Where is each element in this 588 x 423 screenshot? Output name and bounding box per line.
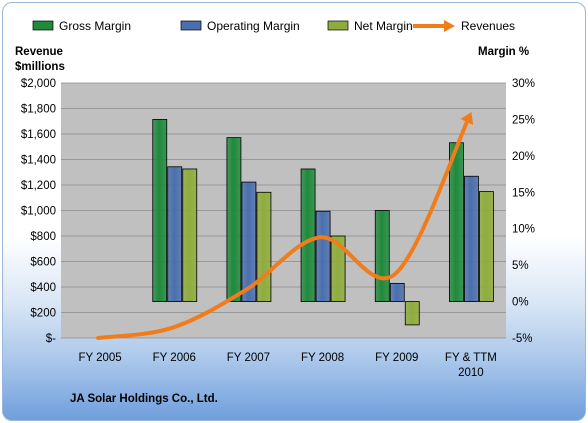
bar-gross-margin	[226, 137, 242, 302]
legend-swatch-net-margin	[327, 20, 349, 31]
gridlines	[61, 82, 506, 339]
right-tick-label: 0%	[512, 297, 529, 309]
right-tick-label: 5%	[512, 260, 529, 272]
right-tick-label: -5%	[512, 333, 532, 345]
revenues-arrowhead	[460, 112, 474, 125]
left-tick-label: $-	[46, 333, 56, 345]
bar-operating-margin	[241, 181, 257, 302]
right-tick-label: 25%	[512, 114, 535, 126]
revenues-line	[96, 115, 471, 340]
bar-operating-margin	[464, 175, 479, 302]
legend-label-revenues: Revenues	[461, 19, 515, 33]
bar-net-margin	[479, 191, 494, 302]
bar-gross-margin	[374, 210, 390, 302]
bar-net-margin	[182, 168, 198, 302]
category-label: FY & TTM	[445, 352, 497, 364]
legend-label-operating-margin: Operating Margin	[207, 19, 300, 33]
left-axis-title-line1: Revenue	[15, 46, 63, 58]
bar-net-margin	[256, 191, 272, 302]
left-tick-label: $600	[30, 257, 56, 269]
right-tick-label: 10%	[512, 224, 535, 236]
left-tick-label: $1,200	[21, 180, 56, 192]
left-tick-label: $200	[30, 308, 56, 320]
category-label: 2010	[458, 367, 484, 379]
bar-net-margin	[404, 301, 420, 326]
left-tick-label: $1,400	[21, 155, 56, 167]
legend: Gross Margin Operating Margin Net Margin Re…	[32, 19, 515, 33]
left-tick-label: $400	[30, 282, 56, 294]
right-tick-label: 20%	[512, 151, 535, 163]
legend-swatch-gross-margin	[32, 20, 54, 31]
bar-net-margin	[330, 235, 346, 302]
axis-tick-labels: $- $200 $400 $600 $800 $1,000 $1,200 $1,400 $1,6…	[21, 78, 535, 379]
bar-operating-margin	[167, 166, 183, 302]
legend-swatch-operating-margin	[180, 20, 202, 31]
left-tick-label: $1,800	[21, 104, 56, 116]
category-label: FY 2006	[153, 352, 196, 364]
legend-label-net-margin: Net Margin	[354, 19, 413, 33]
company-name: JA Solar Holdings Co., Ltd.	[70, 393, 218, 405]
bar-operating-margin	[315, 210, 331, 302]
category-label: FY 2008	[301, 352, 344, 364]
legend-arrow-icon	[444, 20, 455, 32]
right-axis-title: Margin %	[478, 46, 529, 58]
bar-gross-margin	[152, 119, 168, 302]
left-tick-label: $2,000	[21, 78, 56, 90]
bar-gross-margin	[300, 168, 316, 302]
chart-svg: $- $200 $400 $600 $800 $1,000 $1,200 $1,400 $1,6…	[15, 19, 535, 405]
left-tick-label: $800	[30, 231, 56, 243]
category-label: FY 2007	[227, 352, 270, 364]
right-tick-label: 30%	[512, 78, 535, 90]
bar-gross-margin	[449, 142, 464, 302]
legend-label-gross-margin: Gross Margin	[59, 19, 131, 33]
left-tick-label: $1,000	[21, 206, 56, 218]
category-label: FY 2005	[78, 352, 121, 364]
left-tick-label: $1,600	[21, 129, 56, 141]
left-axis-title-line2: $millions	[15, 61, 65, 73]
category-label: FY 2009	[375, 352, 418, 364]
bar-operating-margin	[389, 282, 405, 302]
right-tick-label: 15%	[512, 187, 535, 199]
